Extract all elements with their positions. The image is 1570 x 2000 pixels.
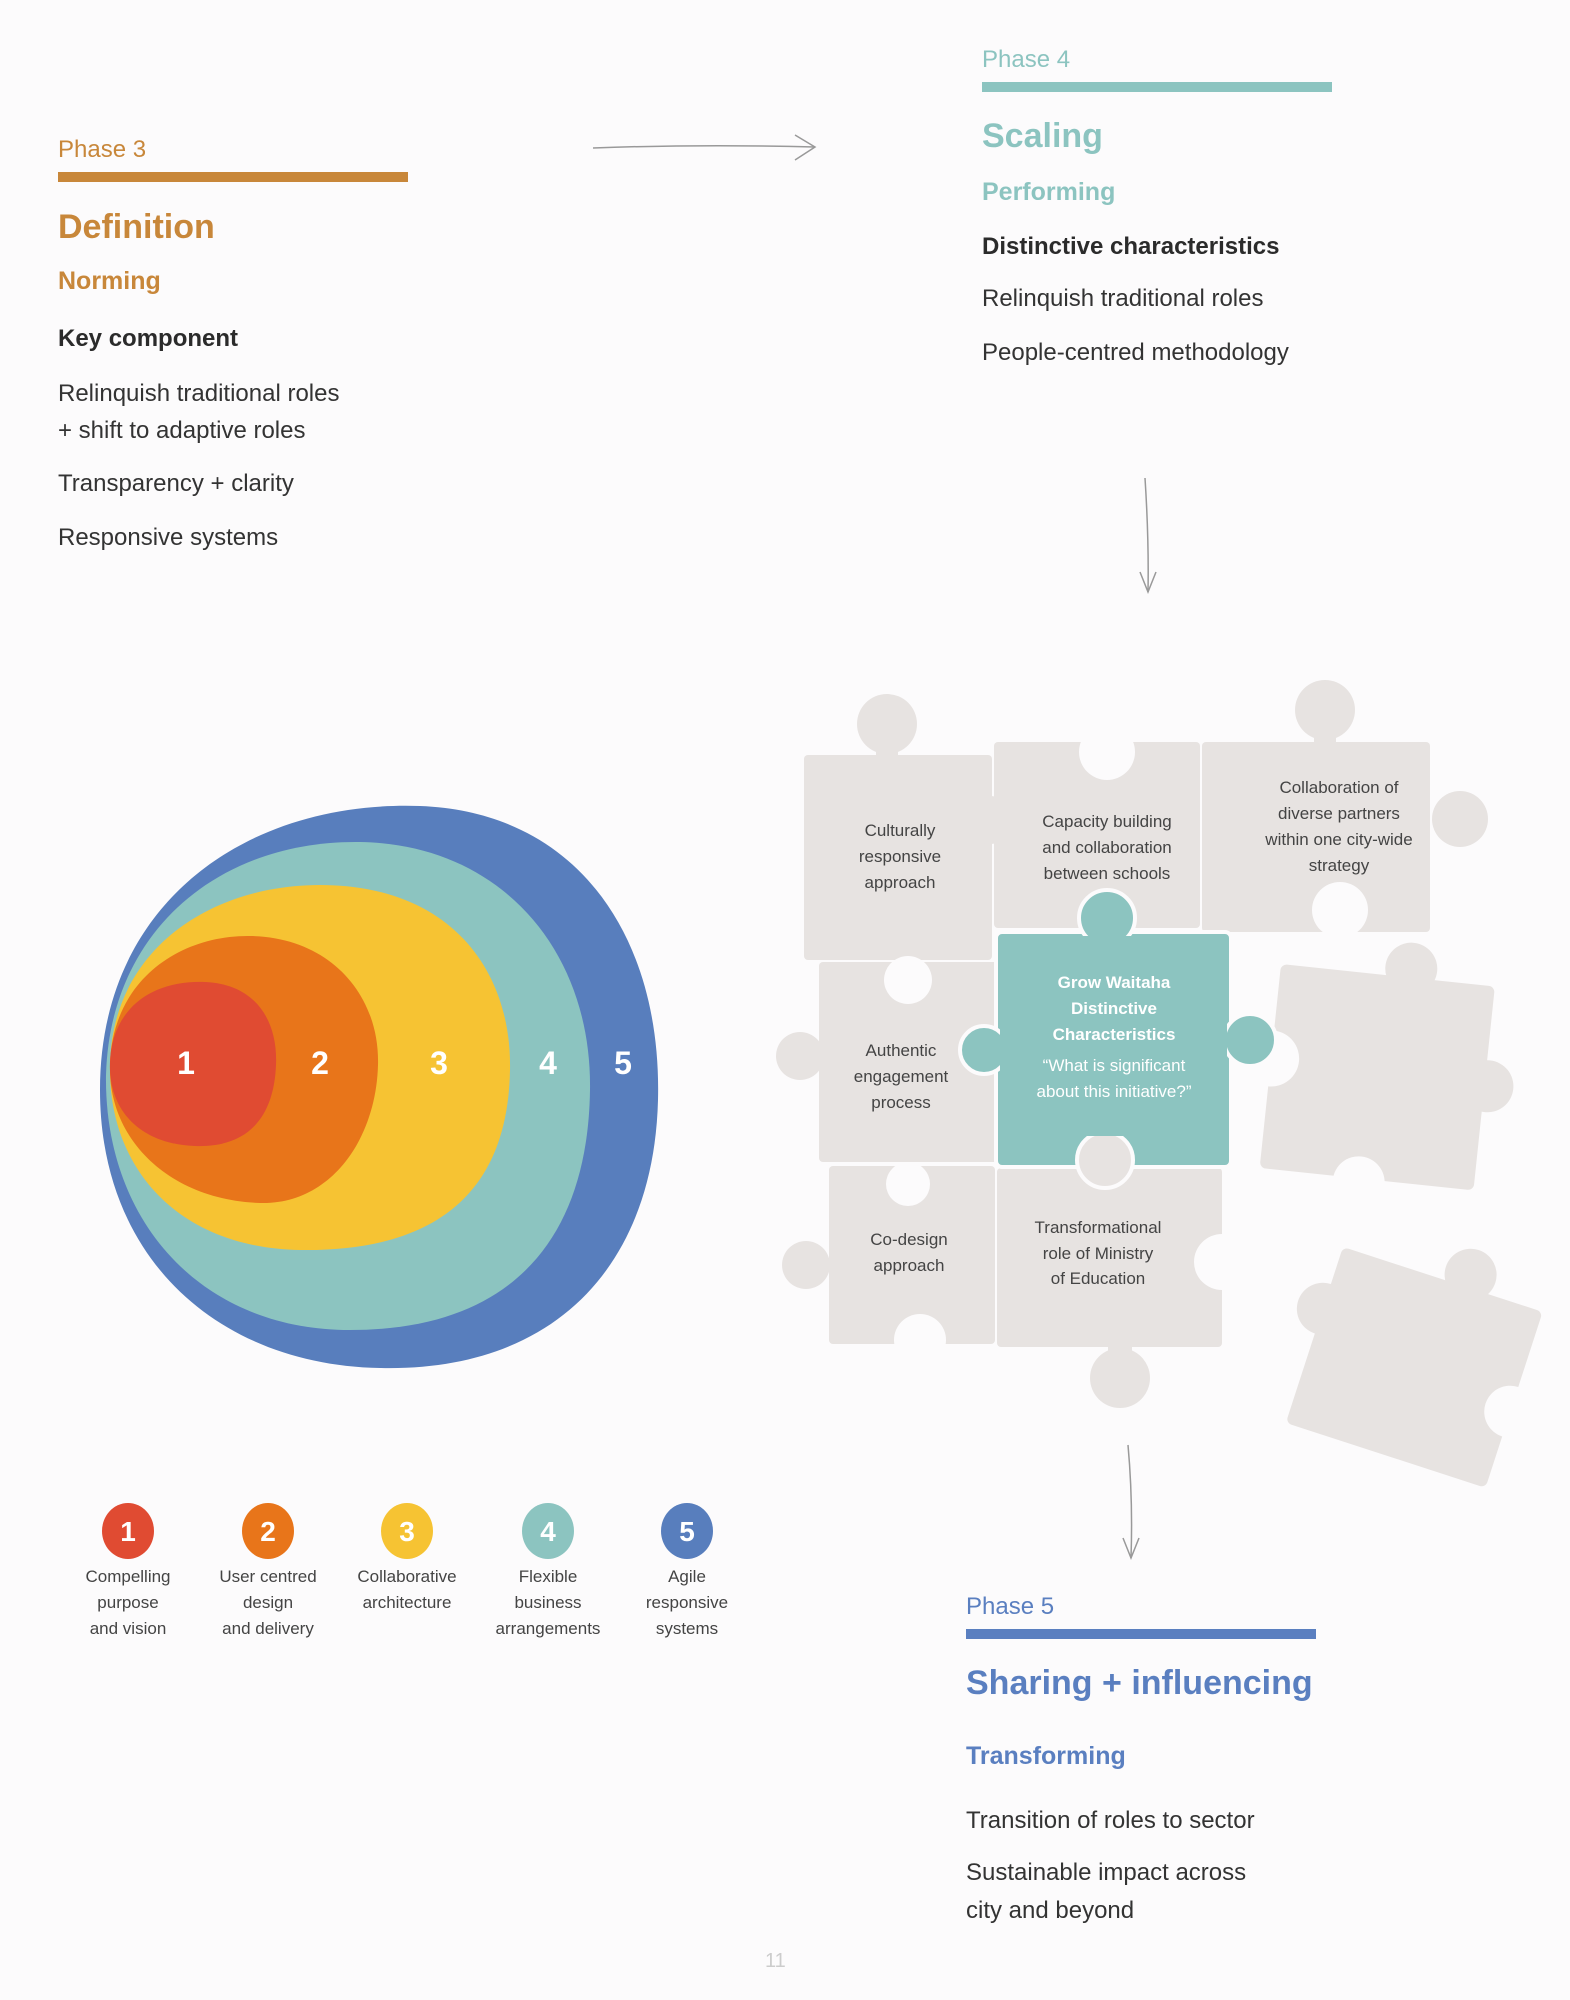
puzzle-piece-center-fill (1000, 915, 1227, 1136)
phase3-title: Definition (58, 208, 215, 246)
phase4-title: Scaling (982, 117, 1103, 155)
phase3-item: Relinquish traditional roles (58, 380, 340, 407)
phase3-item: Responsive systems (58, 524, 279, 551)
arrow-down-icon (1122, 1444, 1140, 1561)
phase4-label: Phase 4 (982, 46, 1071, 73)
center-title: Grow Waitaha Distinctive Characteristics (1053, 973, 1176, 1044)
legend-label-3: Collaborative architecture (357, 1567, 457, 1612)
legend-label-2: User centred design and delivery (219, 1567, 317, 1638)
phase3-bar (58, 172, 408, 182)
piece-label-culturally: Culturally responsive approach (859, 821, 941, 892)
phase4-subtitle: Performing (982, 178, 1116, 206)
onion-diagram: 1 2 3 4 5 (100, 805, 659, 1369)
legend-circle-1 (102, 1503, 154, 1559)
piece-label-codesign: Co-design approach (870, 1230, 948, 1275)
puzzle-piece-authentic (776, 956, 999, 1162)
piece-label-authentic: Authentic engagement process (854, 1041, 949, 1112)
legend-label-1: Compelling purpose and vision (85, 1567, 171, 1638)
legend-number: 1 (120, 1516, 136, 1547)
phase5-item: Sustainable impact across (966, 1859, 1247, 1886)
puzzle-piece-loose (1287, 1248, 1542, 1487)
ring-number: 1 (177, 1045, 195, 1081)
phase3-label: Phase 3 (58, 136, 147, 163)
phase3-subtitle: Norming (58, 267, 161, 295)
phase3-item: Transparency + clarity (58, 470, 294, 497)
legend-number: 2 (260, 1516, 276, 1547)
legend-circle-3 (381, 1503, 433, 1559)
phase5-label: Phase 5 (966, 1593, 1055, 1620)
phase5-item: city and beyond (966, 1897, 1135, 1924)
puzzle-piece-transformational (997, 1168, 1250, 1408)
phase4-heading: Distinctive characteristics (982, 233, 1280, 260)
piece-label-transformational: Transformational role of Ministry of Educa… (1035, 1218, 1162, 1288)
puzzle-piece-loose (1243, 942, 1514, 1209)
piece-label-collaboration: Collaboration of diverse partners within o… (1264, 778, 1412, 875)
phase5-bar (966, 1629, 1316, 1639)
arrow-down-icon (1139, 477, 1157, 595)
phase5-title: Sharing + influencing (966, 1664, 1313, 1702)
ring-1 (109, 981, 277, 1147)
ring-number: 2 (311, 1045, 329, 1081)
arrow-right-icon (592, 134, 817, 161)
piece-label-capacity: Capacity building and collaboration betwee… (1042, 812, 1171, 883)
phase5-subtitle: Transforming (966, 1742, 1126, 1770)
phase4-item: Relinquish traditional roles (982, 285, 1264, 312)
legend-label-4: Flexible business arrangements (495, 1567, 601, 1638)
center-quote: “What is significant about this initiativ… (1037, 1056, 1192, 1101)
legend-number: 3 (399, 1516, 415, 1547)
phase3-heading: Key component (58, 325, 239, 352)
ring-number: 5 (614, 1045, 632, 1081)
legend-circle-5 (661, 1503, 713, 1559)
phase4-bar (982, 82, 1332, 92)
puzzle-diagram: Culturally responsive approach Capacity bu… (776, 680, 1542, 1487)
puzzle-piece-codesign (782, 1162, 995, 1366)
phase3-item: + shift to adaptive roles (58, 417, 306, 444)
page-number: 11 (765, 1950, 786, 1972)
puzzle-piece-capacity (966, 724, 1200, 928)
phase4-item: People-centred methodology (982, 339, 1289, 366)
legend: 1 2 3 4 5 (102, 1503, 713, 1559)
legend-number: 5 (679, 1516, 695, 1547)
ring-number: 4 (539, 1045, 557, 1081)
ring-number: 3 (430, 1045, 448, 1081)
legend-number: 4 (540, 1516, 556, 1547)
puzzle-piece-culturally (804, 694, 992, 960)
puzzle-piece-collaboration (1202, 680, 1488, 938)
legend-label-5: Agile responsive systems (645, 1567, 729, 1638)
phase5-item: Transition of roles to sector (966, 1807, 1255, 1834)
legend-circle-4 (522, 1503, 574, 1559)
legend-circle-2 (242, 1503, 294, 1559)
